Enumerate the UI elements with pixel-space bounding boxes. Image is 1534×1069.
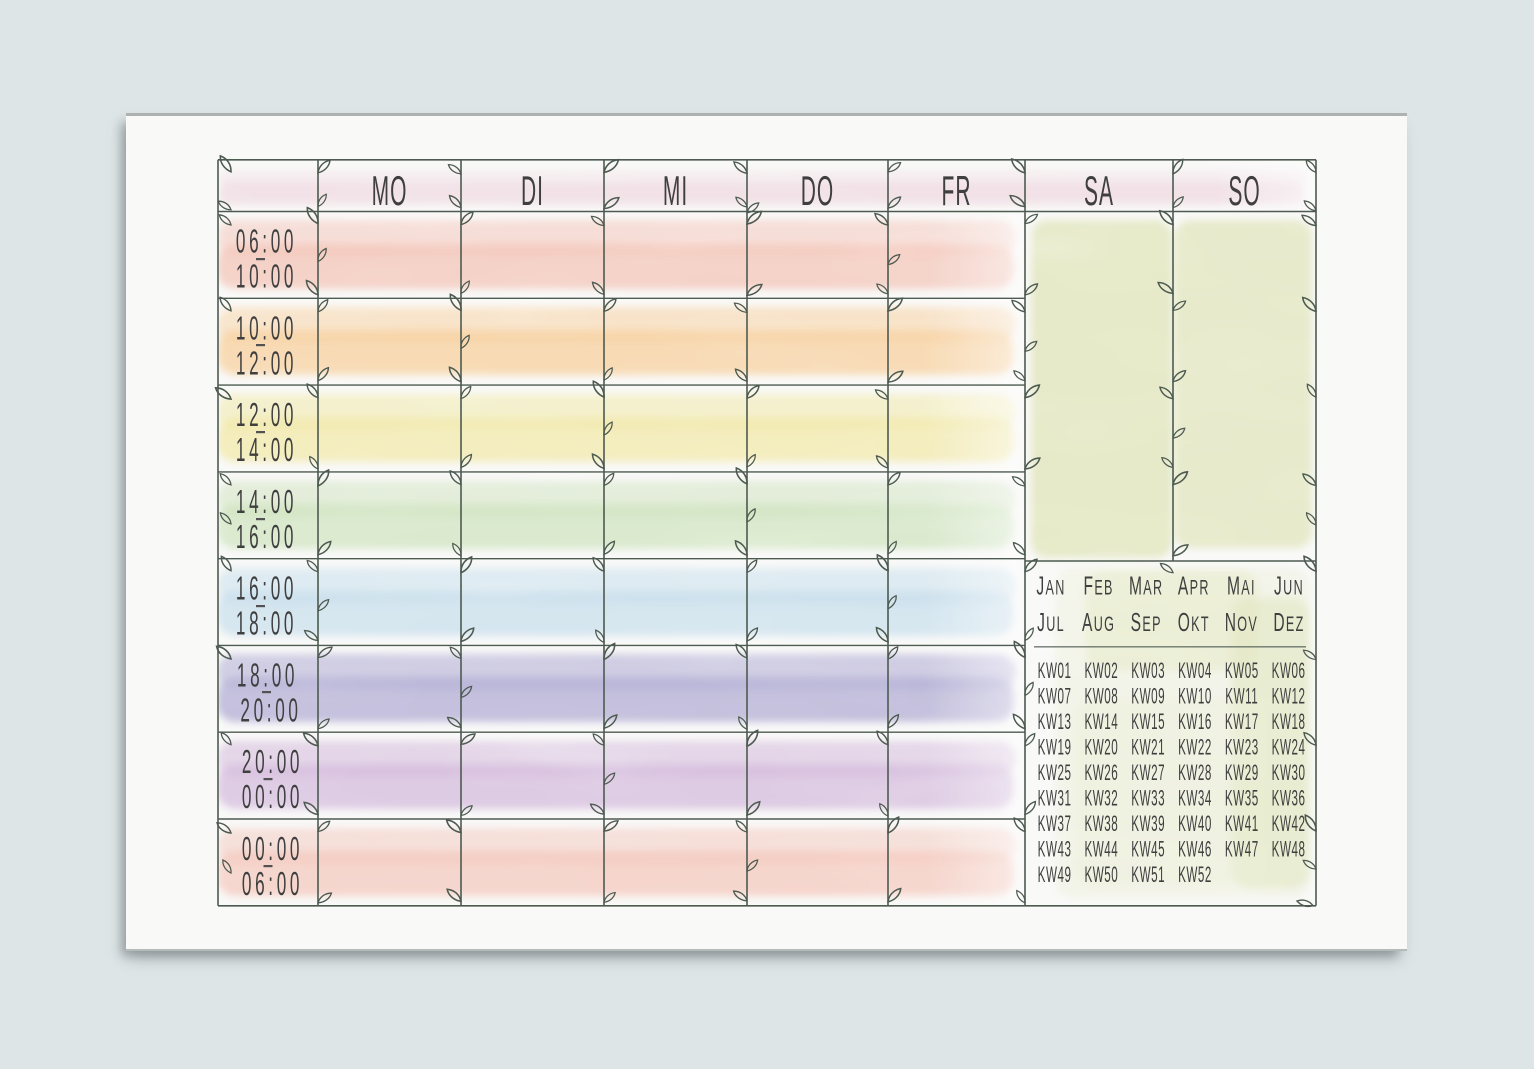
svg-text:12:00: 12:00	[236, 344, 297, 382]
svg-text:KW16: KW16	[1178, 709, 1212, 734]
svg-text:KW17: KW17	[1225, 709, 1259, 734]
svg-text:KW51: KW51	[1131, 862, 1165, 887]
svg-text:FEB: FEB	[1083, 571, 1113, 600]
svg-text:MAR: MAR	[1129, 571, 1163, 600]
svg-text:KW39: KW39	[1131, 811, 1165, 836]
svg-text:20:00: 20:00	[242, 743, 303, 781]
svg-text:KW37: KW37	[1038, 811, 1072, 836]
svg-text:KW14: KW14	[1084, 709, 1118, 734]
svg-text:KW23: KW23	[1225, 735, 1259, 760]
svg-text:KW29: KW29	[1225, 760, 1259, 785]
svg-text:KW42: KW42	[1272, 811, 1306, 836]
svg-text:10:00: 10:00	[236, 309, 297, 347]
svg-text:KW36: KW36	[1272, 786, 1306, 811]
svg-text:MAI: MAI	[1227, 571, 1256, 600]
svg-text:20:00: 20:00	[240, 691, 301, 729]
svg-text:12:00: 12:00	[236, 396, 297, 434]
svg-text:KW18: KW18	[1272, 709, 1306, 734]
svg-text:DI: DI	[521, 168, 544, 215]
svg-text:KW19: KW19	[1038, 735, 1072, 760]
svg-text:JAN: JAN	[1036, 571, 1065, 600]
svg-text:16:00: 16:00	[236, 518, 297, 556]
svg-text:DEZ: DEZ	[1273, 608, 1304, 637]
svg-text:KW04: KW04	[1178, 658, 1212, 683]
svg-text:00:00: 00:00	[242, 778, 303, 816]
svg-text:JUL: JUL	[1037, 608, 1065, 637]
svg-text:KW35: KW35	[1225, 786, 1259, 811]
svg-text:KW15: KW15	[1131, 709, 1165, 734]
svg-text:KW24: KW24	[1272, 735, 1306, 760]
svg-text:KW49: KW49	[1038, 862, 1072, 887]
svg-text:KW02: KW02	[1084, 658, 1118, 683]
svg-text:18:00: 18:00	[237, 656, 298, 694]
svg-text:KW09: KW09	[1131, 684, 1165, 709]
svg-text:KW41: KW41	[1225, 811, 1259, 836]
svg-text:KW22: KW22	[1178, 735, 1212, 760]
svg-text:KW08: KW08	[1084, 684, 1118, 709]
svg-text:KW05: KW05	[1225, 658, 1259, 683]
svg-text:FR: FR	[942, 168, 972, 215]
svg-text:APR: APR	[1178, 571, 1210, 600]
svg-text:KW07: KW07	[1038, 684, 1072, 709]
svg-text:KW11: KW11	[1225, 684, 1258, 709]
svg-text:KW50: KW50	[1084, 862, 1118, 887]
svg-text:KW10: KW10	[1178, 684, 1212, 709]
svg-text:KW13: KW13	[1038, 709, 1072, 734]
svg-text:KW45: KW45	[1131, 837, 1165, 862]
svg-text:KW26: KW26	[1084, 760, 1118, 785]
svg-text:KW03: KW03	[1131, 658, 1165, 683]
svg-text:KW47: KW47	[1225, 837, 1259, 862]
svg-text:KW44: KW44	[1084, 837, 1118, 862]
svg-text:SEP: SEP	[1131, 608, 1162, 637]
svg-text:KW34: KW34	[1178, 786, 1212, 811]
svg-text:14:00: 14:00	[236, 483, 297, 521]
svg-text:10:00: 10:00	[236, 257, 297, 295]
svg-text:KW48: KW48	[1272, 837, 1306, 862]
svg-text:KW01: KW01	[1038, 658, 1072, 683]
svg-text:JUN: JUN	[1274, 571, 1304, 600]
svg-text:MO: MO	[372, 168, 408, 215]
svg-text:SO: SO	[1228, 168, 1260, 215]
svg-text:18:00: 18:00	[236, 605, 297, 643]
svg-text:KW32: KW32	[1084, 786, 1118, 811]
svg-text:KW30: KW30	[1272, 760, 1306, 785]
svg-text:KW20: KW20	[1084, 735, 1118, 760]
svg-text:06:00: 06:00	[236, 222, 297, 260]
svg-text:KW52: KW52	[1178, 862, 1212, 887]
svg-text:16:00: 16:00	[236, 570, 297, 608]
svg-text:KW12: KW12	[1272, 684, 1306, 709]
svg-text:KW21: KW21	[1131, 735, 1165, 760]
svg-text:OKT: OKT	[1178, 608, 1210, 637]
svg-text:KW06: KW06	[1272, 658, 1306, 683]
svg-text:KW40: KW40	[1178, 811, 1212, 836]
svg-text:00:00: 00:00	[242, 830, 303, 868]
svg-text:KW46: KW46	[1178, 837, 1212, 862]
svg-text:SA: SA	[1084, 168, 1114, 215]
svg-text:DO: DO	[801, 168, 834, 215]
svg-text:KW43: KW43	[1038, 837, 1072, 862]
svg-text:14:00: 14:00	[236, 431, 297, 469]
svg-text:MI: MI	[663, 168, 688, 215]
svg-text:KW28: KW28	[1178, 760, 1212, 785]
svg-text:KW25: KW25	[1038, 760, 1072, 785]
svg-text:KW27: KW27	[1131, 760, 1165, 785]
svg-text:NOV: NOV	[1225, 608, 1258, 637]
svg-text:KW33: KW33	[1131, 786, 1165, 811]
svg-text:06:00: 06:00	[242, 865, 303, 903]
svg-text:KW38: KW38	[1084, 811, 1118, 836]
svg-text:AUG: AUG	[1082, 608, 1115, 637]
svg-text:KW31: KW31	[1038, 786, 1072, 811]
